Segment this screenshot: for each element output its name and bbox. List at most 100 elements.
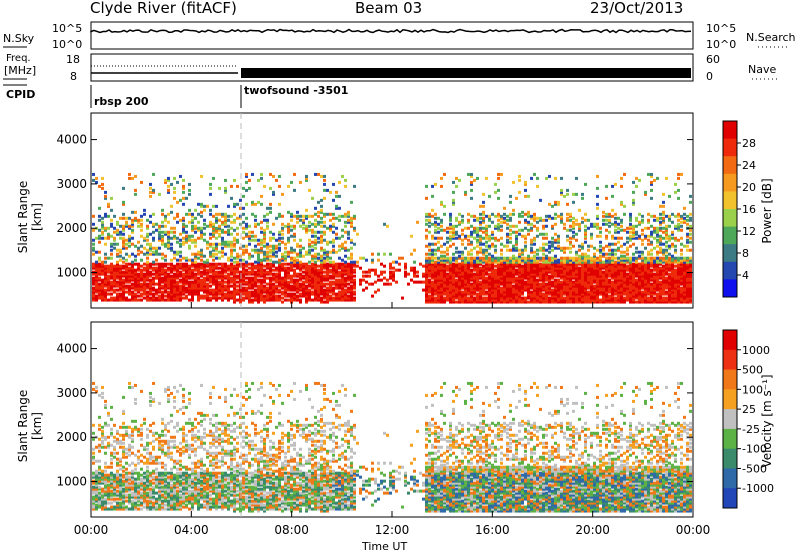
power-cell xyxy=(650,180,653,184)
power-cell xyxy=(146,264,149,268)
power-cell xyxy=(467,278,470,282)
power-cell xyxy=(209,254,212,258)
power-cell xyxy=(629,238,632,242)
power-cell xyxy=(314,282,317,286)
power-cell xyxy=(107,234,110,238)
power-cell xyxy=(134,244,137,248)
power-cell xyxy=(161,272,164,276)
power-cell xyxy=(644,296,647,300)
power-cell xyxy=(395,268,398,272)
power-cell xyxy=(515,242,518,246)
power-cell xyxy=(248,230,251,234)
power-cell xyxy=(212,214,215,218)
power-cell xyxy=(581,266,584,270)
power-cell xyxy=(509,280,512,284)
power-cell xyxy=(539,246,542,250)
power-cell xyxy=(173,274,176,278)
power-cell xyxy=(530,272,533,276)
power-cell xyxy=(635,280,638,284)
power-cell xyxy=(158,294,161,298)
power-cell xyxy=(581,192,584,196)
power-cell xyxy=(443,172,446,176)
power-cell xyxy=(107,288,110,292)
power-cell xyxy=(590,286,593,290)
power-cell xyxy=(497,270,500,274)
power-cell xyxy=(101,268,104,272)
power-cell xyxy=(302,222,305,226)
power-cell xyxy=(332,282,335,286)
power-cell xyxy=(176,272,179,276)
power-cell xyxy=(566,216,569,220)
power-cell xyxy=(437,222,440,226)
power-cell xyxy=(629,222,632,226)
power-cell xyxy=(587,266,590,270)
power-cell xyxy=(329,268,332,272)
power-cell xyxy=(596,258,599,262)
power-cell xyxy=(452,202,455,206)
power-cell xyxy=(500,268,503,272)
power-cell xyxy=(119,232,122,236)
power-cell xyxy=(431,284,434,288)
power-cell xyxy=(488,298,491,302)
power-cell xyxy=(392,272,395,276)
power-cell xyxy=(458,264,461,268)
power-cell xyxy=(179,198,182,202)
power-cell xyxy=(236,280,239,284)
power-cell xyxy=(233,202,236,206)
power-cell xyxy=(326,188,329,192)
power-cell xyxy=(512,284,515,288)
power-cell xyxy=(512,292,515,296)
power-cell xyxy=(422,280,425,284)
power-cell xyxy=(269,270,272,274)
power-cell xyxy=(329,264,332,268)
power-cell xyxy=(284,268,287,272)
power-cell xyxy=(431,290,434,294)
power-cell xyxy=(491,242,494,246)
power-cell xyxy=(203,222,206,226)
power-cell xyxy=(581,296,584,300)
power-cell xyxy=(497,284,500,288)
power-cell xyxy=(170,270,173,274)
power-cell xyxy=(101,288,104,292)
power-cell xyxy=(182,272,185,276)
power-cell xyxy=(161,212,164,216)
power-cell xyxy=(599,250,602,254)
power-cell xyxy=(428,212,431,216)
power-cell xyxy=(170,290,173,294)
power-cell xyxy=(464,278,467,282)
power-cell xyxy=(425,290,428,294)
power-cell xyxy=(251,212,254,216)
power-cell xyxy=(260,248,263,252)
power-cell xyxy=(122,212,125,216)
power-cell xyxy=(530,258,533,262)
power-cell xyxy=(164,262,167,266)
power-cell xyxy=(254,272,257,276)
power-cell xyxy=(140,214,143,218)
power-cell xyxy=(314,260,317,264)
power-cell xyxy=(350,294,353,298)
power-cell xyxy=(179,244,182,248)
power-cell xyxy=(272,262,275,266)
power-cell xyxy=(539,232,542,236)
power-cell xyxy=(551,266,554,270)
power-cell xyxy=(284,282,287,286)
power-cell xyxy=(350,272,353,276)
power-cell xyxy=(575,192,578,196)
power-cell xyxy=(209,288,212,292)
power-cell xyxy=(575,218,578,222)
power-cell xyxy=(194,238,197,242)
power-cell xyxy=(590,274,593,278)
power-cell xyxy=(236,240,239,244)
power-cell xyxy=(476,252,479,256)
power-cell xyxy=(599,258,602,262)
power-cell xyxy=(113,214,116,218)
power-cell xyxy=(92,238,95,242)
power-cell xyxy=(527,278,530,282)
power-cell xyxy=(596,280,599,284)
power-cell xyxy=(329,282,332,286)
power-cell xyxy=(509,218,512,222)
power-cell xyxy=(440,224,443,228)
power-cell xyxy=(443,280,446,284)
power-cell xyxy=(476,296,479,300)
power-cell xyxy=(224,190,227,194)
